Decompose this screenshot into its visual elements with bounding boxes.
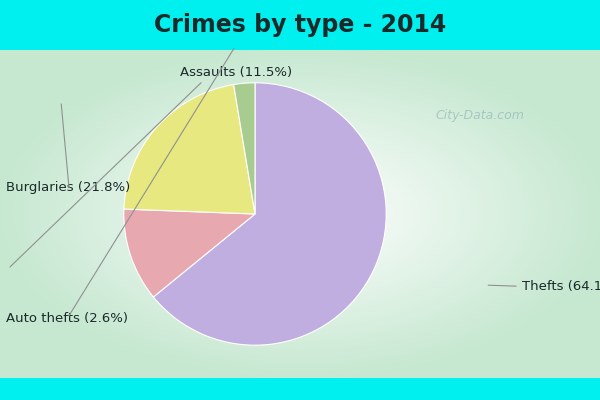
Text: Assaults (11.5%): Assaults (11.5%)	[180, 66, 292, 80]
Wedge shape	[233, 83, 255, 214]
Text: City-Data.com: City-Data.com	[436, 109, 524, 122]
Text: Crimes by type - 2014: Crimes by type - 2014	[154, 13, 446, 37]
Text: Auto thefts (2.6%): Auto thefts (2.6%)	[6, 312, 128, 326]
Text: Thefts (64.1%): Thefts (64.1%)	[522, 280, 600, 293]
Wedge shape	[124, 209, 255, 297]
Text: Burglaries (21.8%): Burglaries (21.8%)	[6, 181, 130, 194]
Wedge shape	[154, 83, 386, 345]
Wedge shape	[124, 84, 255, 214]
